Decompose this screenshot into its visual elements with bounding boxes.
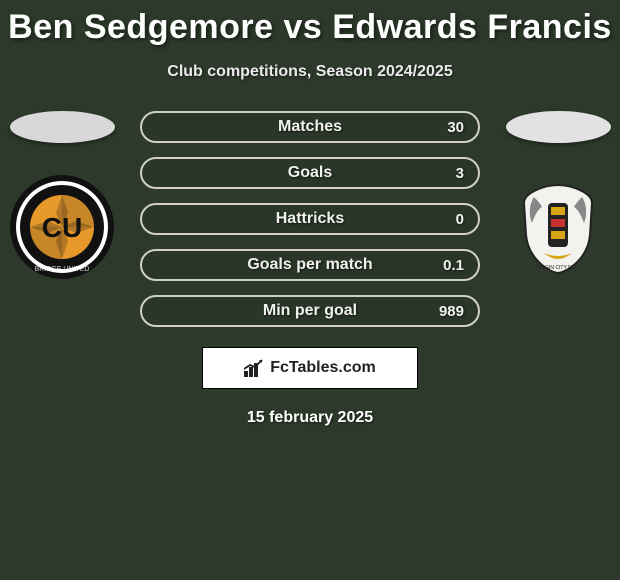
stat-label: Hattricks [276,210,344,228]
svg-text:BRIDGE UNITED: BRIDGE UNITED [35,266,90,273]
stat-bar: Goals 3 [140,157,480,189]
stat-value: 0.1 [443,257,464,274]
left-ellipse [10,111,115,143]
left-crest: CU BRIDGE UNITED [8,173,116,281]
right-crest: ELGIN CITY F.C. [504,173,612,281]
svg-text:ELGIN CITY F.C.: ELGIN CITY F.C. [539,265,577,271]
right-side: ELGIN CITY F.C. [498,111,618,281]
griffin-shield-icon: ELGIN CITY F.C. [504,173,612,281]
branding-text: FcTables.com [270,359,376,377]
right-ellipse [506,111,611,143]
left-side: CU BRIDGE UNITED [2,111,122,281]
stat-value: 3 [456,165,464,182]
chart-icon [244,359,264,377]
date-text: 15 february 2025 [0,409,620,427]
subtitle: Club competitions, Season 2024/2025 [0,63,620,81]
stat-bar: Min per goal 989 [140,295,480,327]
cu-badge-icon: CU BRIDGE UNITED [8,173,116,281]
stat-value: 30 [447,119,464,136]
branding-box: FcTables.com [202,347,418,389]
stat-bar: Hattricks 0 [140,203,480,235]
stat-label: Goals per match [247,256,372,274]
stat-bar: Matches 30 [140,111,480,143]
page-title: Ben Sedgemore vs Edwards Francis [0,0,620,47]
stat-value: 989 [439,303,464,320]
svg-text:CU: CU [42,212,82,243]
stat-label: Goals [288,164,332,182]
comparison-row: CU BRIDGE UNITED Matches 30 Goals 3 Hatt… [0,111,620,327]
stat-label: Min per goal [263,302,357,320]
stat-bars: Matches 30 Goals 3 Hattricks 0 Goals per… [140,111,480,327]
stat-value: 0 [456,211,464,228]
stat-label: Matches [278,118,342,136]
stat-bar: Goals per match 0.1 [140,249,480,281]
